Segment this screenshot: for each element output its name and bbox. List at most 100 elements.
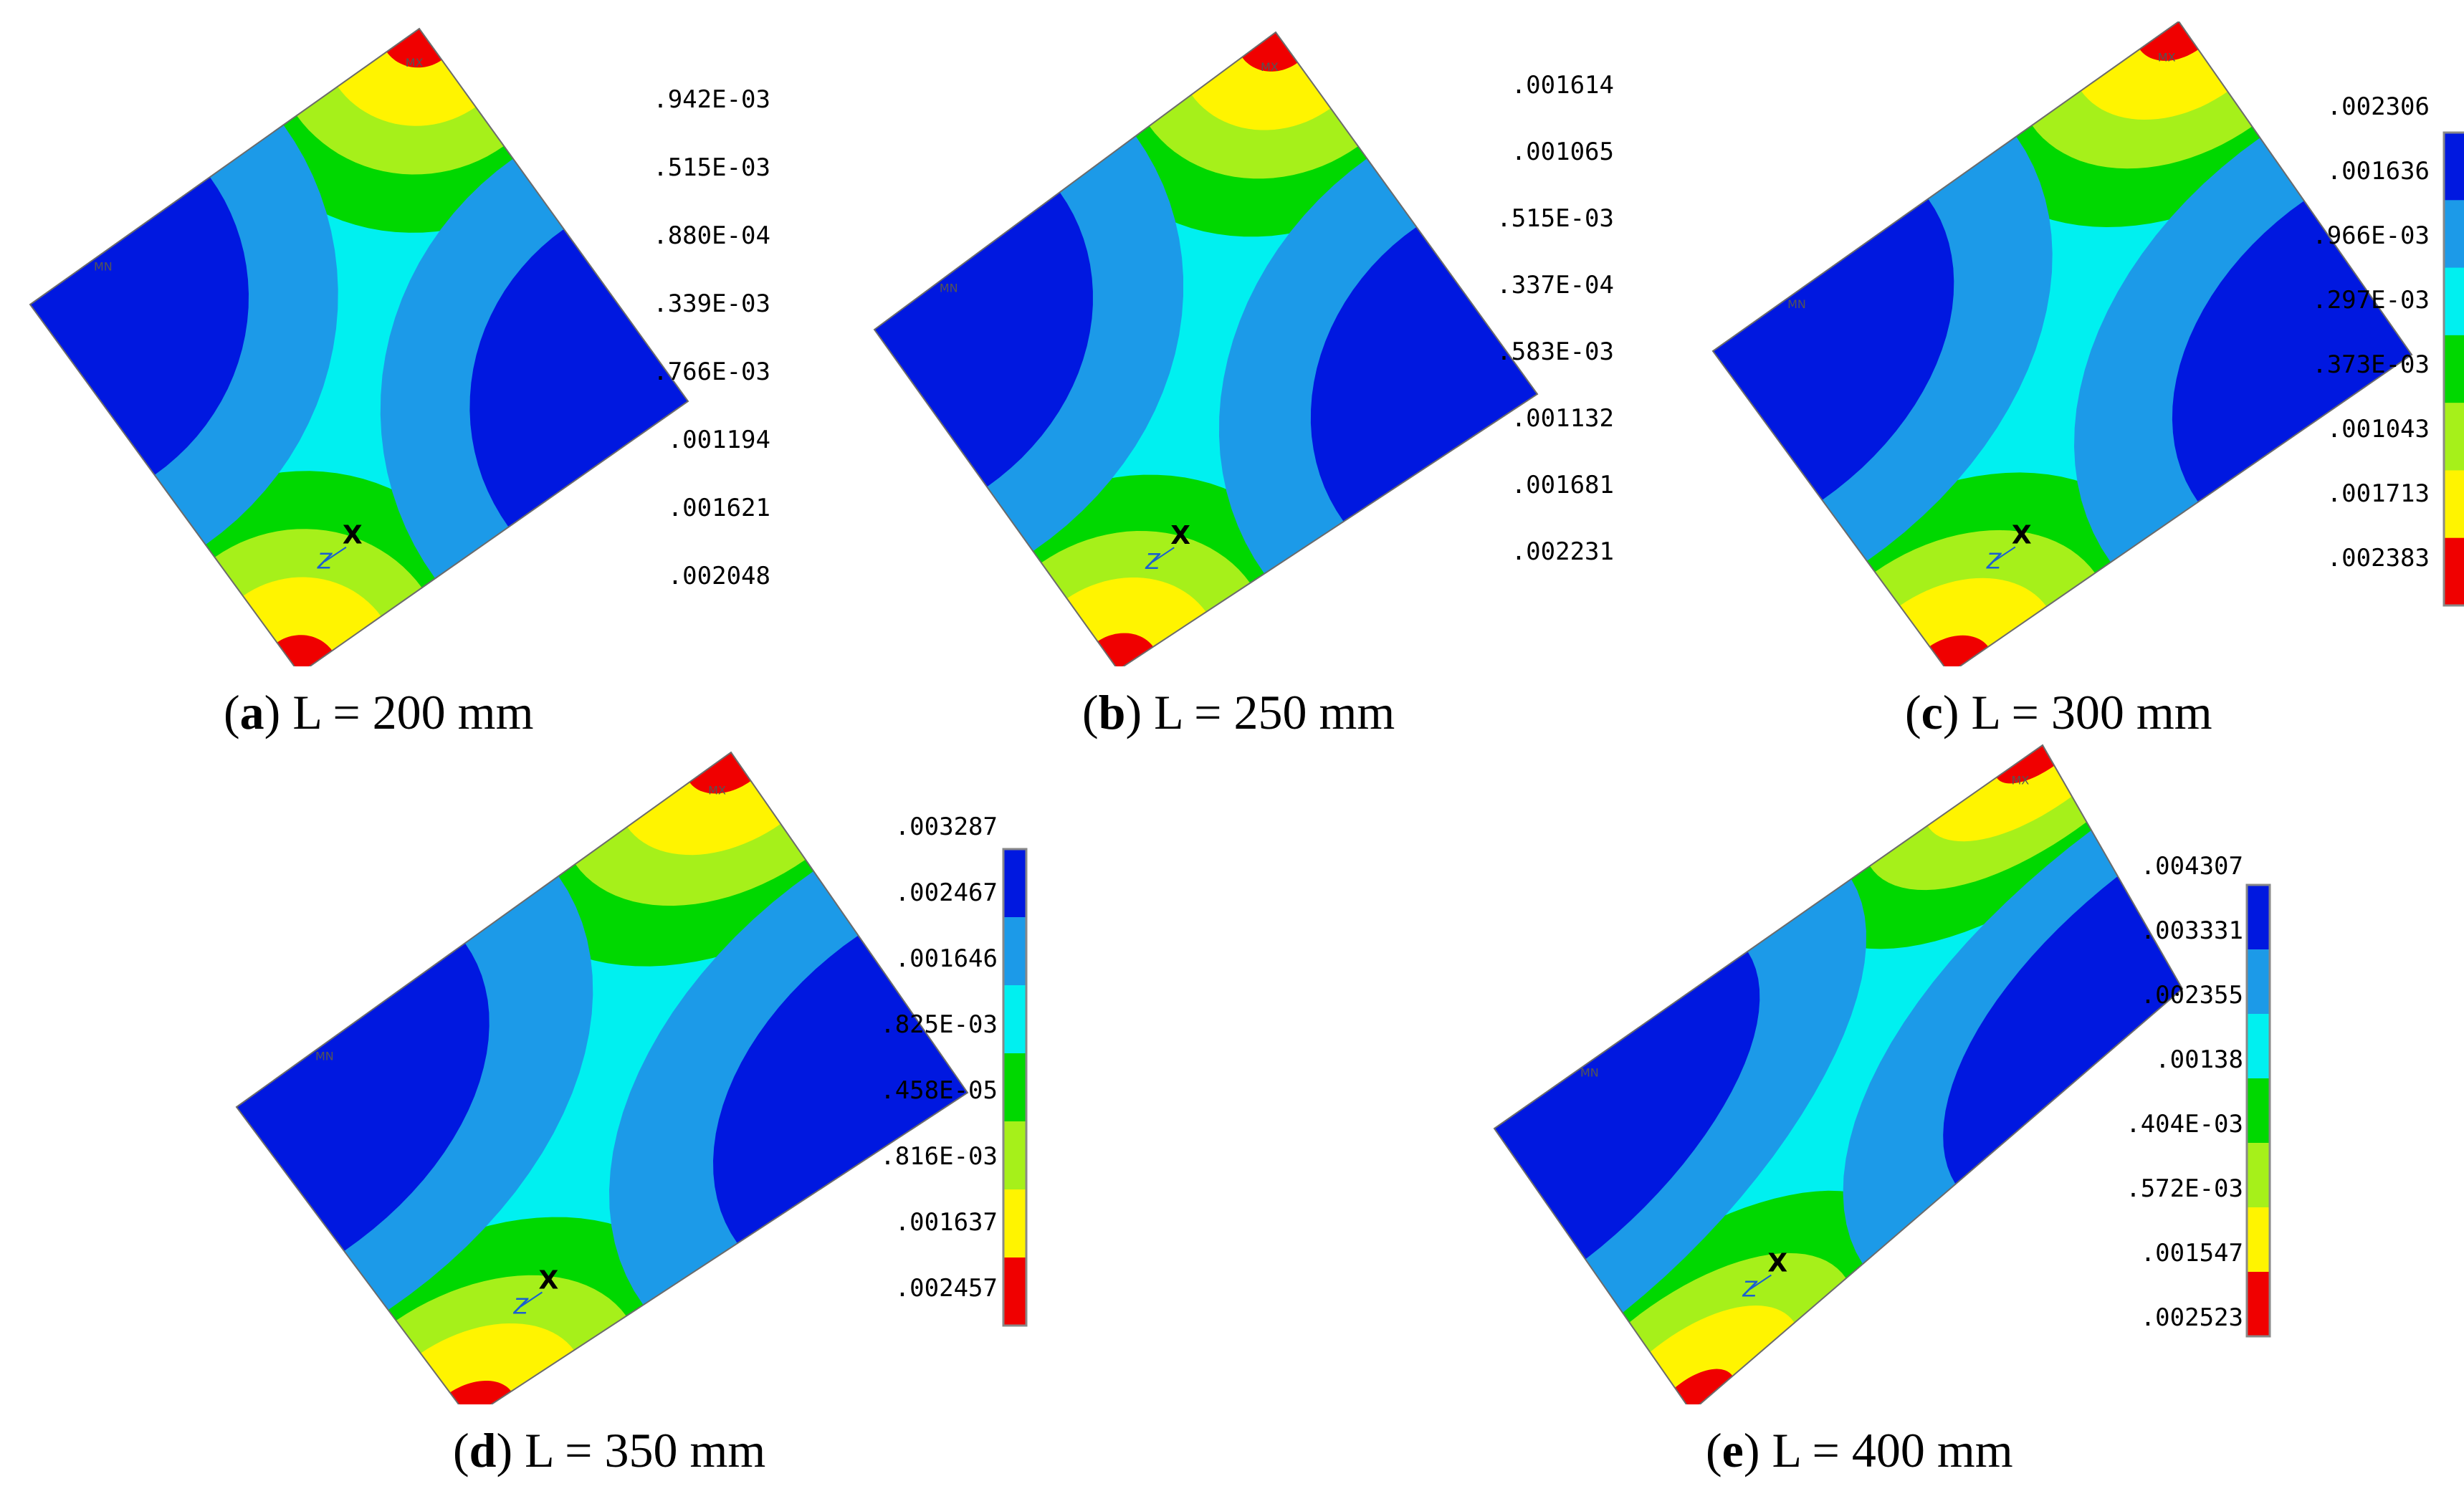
contour-plot: MXMNXZ.004307.003331.002355.00138.404E-0… — [1493, 744, 2271, 1404]
triad-x-label: X — [1170, 521, 1190, 550]
colorbar-label: .003287 — [895, 813, 998, 841]
colorbar-segment — [1003, 917, 1026, 986]
colorbar-segment — [1003, 985, 1026, 1054]
colorbar-label: .966E-03 — [2312, 221, 2430, 250]
colorbar-label: .572E-03 — [2126, 1174, 2243, 1203]
colorbar-label: .001547 — [2141, 1239, 2243, 1268]
panel-e: MX MN X Z .004307.003331.002355.00138.404E-0… — [1476, 731, 2464, 1404]
colorbar-segment — [2247, 885, 2270, 950]
warm-band-upper — [1242, 32, 1298, 72]
warm-band-lower — [277, 635, 333, 666]
colorbar-label: .002048 — [668, 562, 770, 590]
colorbar-label: .001713 — [2327, 479, 2430, 508]
contour-plot: MXMNXZ.002306.001636.966E-03.297E-03.373… — [1711, 21, 2464, 666]
colorbar-frame — [2245, 883, 2271, 1338]
caption-c: (c) L = 300 mm — [1905, 685, 2212, 739]
colorbar-label: .583E-03 — [1496, 337, 1614, 366]
min-marker: MN — [1580, 1065, 1599, 1079]
colorbar-label: .001681 — [1512, 471, 1614, 499]
max-marker: MX — [1261, 60, 1279, 74]
colorbar-segment — [2247, 1014, 2270, 1079]
plate-outline — [235, 751, 969, 1404]
colorbar-label: .816E-03 — [880, 1142, 998, 1171]
colorbar-segment — [2444, 537, 2464, 606]
cool-lobe-bottom — [1943, 876, 2182, 1184]
cool-lobe-top — [237, 943, 490, 1251]
colorbar-segment — [1003, 1189, 1026, 1258]
max-marker: MX — [2158, 50, 2176, 64]
colorbar-label: .001646 — [895, 944, 998, 973]
colorbar-label: .001614 — [1512, 71, 1614, 100]
colorbar-segment — [2444, 403, 2464, 471]
warm-band-upper — [338, 29, 476, 126]
plate-outline — [29, 27, 689, 666]
colorbar-label: .880E-04 — [653, 221, 770, 250]
colorbar-label: .001065 — [1512, 138, 1614, 166]
min-marker: MN — [1787, 297, 1806, 311]
colorbar-label: .001194 — [668, 426, 770, 454]
colorbar-segment — [2444, 200, 2464, 269]
warm-band-lower — [1929, 635, 1989, 666]
caption-e: (e) L = 400 mm — [1706, 1423, 2013, 1477]
caption-b: (b) L = 250 mm — [1082, 685, 1395, 739]
max-marker: MX — [406, 56, 424, 70]
colorbar-segment — [1003, 849, 1026, 918]
colorbar-label: .825E-03 — [880, 1010, 998, 1039]
colorbar-label: .373E-03 — [2312, 350, 2430, 379]
colorbar-label: .002523 — [2141, 1303, 2243, 1332]
warm-band-upper — [2139, 21, 2199, 61]
colorbar-frame — [2442, 131, 2464, 607]
max-marker: MX — [2011, 774, 2029, 787]
colorbar-segment — [2247, 949, 2270, 1015]
colorbar-segment — [2247, 1078, 2270, 1144]
warm-band-lower — [243, 577, 381, 666]
colorbar-segment — [2444, 470, 2464, 539]
contour-plot: MXMNXZ.003287.002467.001646.825E-03.458E… — [235, 751, 1028, 1404]
panel-c: MX MN X Z .002306.001636.966E-03.297E-03.373… — [1691, 21, 2464, 666]
plate-outline — [1711, 21, 2413, 666]
triad-x-label: X — [1767, 1248, 1787, 1278]
warm-band-lower — [449, 1381, 512, 1404]
min-marker: MN — [940, 281, 958, 294]
plate-outline — [873, 31, 1539, 666]
colorbar-label: .002467 — [895, 878, 998, 907]
contour-plot: MXMNXZ.942E-03.515E-03.880E-04.339E-03.7… — [29, 27, 770, 666]
colorbar-label: .004307 — [2141, 852, 2243, 881]
colorbar-label: .002457 — [895, 1274, 998, 1303]
cool-lobe-bottom — [1310, 226, 1537, 522]
plate-outline — [1493, 744, 2184, 1404]
colorbar-label: .515E-03 — [1496, 204, 1614, 233]
warm-band-upper — [689, 752, 751, 794]
colorbar: .942E-03 .515E-03 .880E-04 .339E-03 .766E-03… — [653, 85, 770, 590]
colorbar-label: .404E-03 — [2126, 1110, 2243, 1139]
colorbar: .004307 .003331 .002355 .00138 .404E-03 .572E… — [2126, 852, 2271, 1338]
triad-x-label: X — [538, 1266, 558, 1295]
colorbar-segment — [2444, 335, 2464, 403]
colorbar-label: .001637 — [895, 1208, 998, 1237]
warm-band-upper — [1996, 745, 2055, 784]
panel-d: MX MN X Z .003287.002467.001646.825E-03.458E… — [215, 731, 1039, 1404]
colorbar: .003287 .002467 .001646 .825E-03 .458E-05 .81… — [880, 813, 1028, 1327]
cool-lobe-top — [1713, 198, 1954, 500]
colorbar-label: .337E-04 — [1496, 271, 1614, 300]
colorbar: .001614 .001065 .515E-03 .337E-04 .583E-03 .0… — [1496, 71, 1614, 566]
colorbar-segment — [2247, 1272, 2270, 1337]
colorbar-label: .001132 — [1512, 404, 1614, 433]
cool-lobe-bottom — [2172, 201, 2412, 502]
min-marker: MN — [94, 260, 113, 274]
colorbar-label: .001636 — [2327, 157, 2430, 186]
cool-lobe-top — [1494, 951, 1760, 1260]
caption-a: (a) L = 200 mm — [224, 685, 534, 739]
colorbar-frame — [1002, 848, 1028, 1327]
colorbar-label: .942E-03 — [653, 85, 770, 114]
colorbar-segment — [1003, 1053, 1026, 1122]
triad-line — [520, 1291, 543, 1308]
colorbar-label: .766E-03 — [653, 358, 770, 386]
colorbar-segment — [2247, 1143, 2270, 1208]
colorbar-segment — [2444, 267, 2464, 336]
colorbar-label: .458E-05 — [880, 1076, 998, 1105]
colorbar-label: .002231 — [1512, 537, 1614, 566]
colorbar-label: .002355 — [2141, 981, 2243, 1010]
warm-band-lower — [1674, 1369, 1733, 1404]
colorbar-segment — [2444, 133, 2464, 201]
